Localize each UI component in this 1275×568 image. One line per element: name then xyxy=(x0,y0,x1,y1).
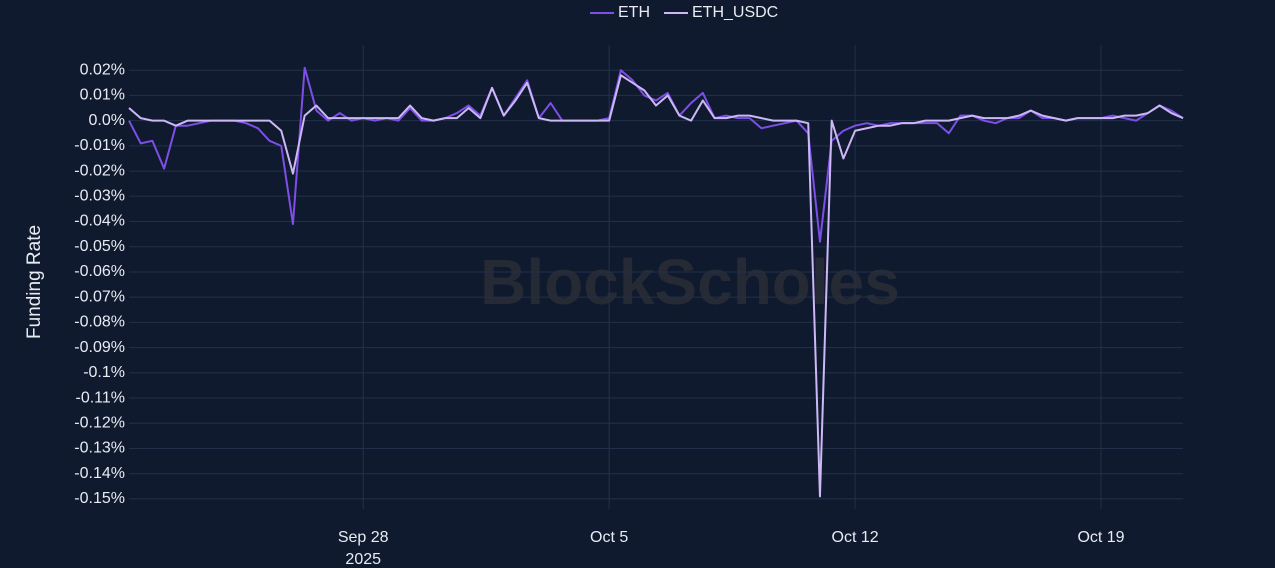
y-tick-label: -0.14% xyxy=(74,465,125,482)
x-tick-label: Oct 5 xyxy=(590,529,628,546)
y-tick-label: 0.01% xyxy=(80,87,125,104)
legend-label: ETH xyxy=(618,4,650,21)
y-tick-label: -0.15% xyxy=(74,490,125,507)
y-tick-label: -0.11% xyxy=(75,389,125,406)
y-tick-label: -0.08% xyxy=(74,314,125,331)
y-tick-label: -0.05% xyxy=(74,238,125,255)
x-tick-label: Sep 28 xyxy=(338,529,389,546)
y-axis-title: Funding Rate xyxy=(24,225,45,339)
legend-label: ETH_USDC xyxy=(692,4,778,21)
x-tick-label: Oct 19 xyxy=(1077,529,1124,546)
y-tick-label: -0.06% xyxy=(74,263,125,280)
y-tick-label: -0.03% xyxy=(74,188,125,205)
y-tick-label: -0.07% xyxy=(74,288,125,305)
watermark: BlockScholes xyxy=(480,246,900,318)
x-tick-label: Oct 12 xyxy=(832,529,879,546)
y-tick-label: -0.04% xyxy=(74,213,125,230)
x-tick-year: 2025 xyxy=(345,551,381,568)
y-tick-label: 0.0% xyxy=(89,112,125,129)
series-line xyxy=(128,74,1184,498)
y-tick-label: -0.01% xyxy=(74,137,125,154)
y-tick-label: -0.12% xyxy=(74,414,125,431)
y-tick-label: -0.09% xyxy=(74,339,125,356)
y-tick-label: -0.1% xyxy=(83,364,125,381)
y-tick-label: -0.13% xyxy=(74,440,125,457)
y-tick-label: 0.02% xyxy=(80,61,125,78)
y-tick-label: -0.02% xyxy=(74,162,125,179)
